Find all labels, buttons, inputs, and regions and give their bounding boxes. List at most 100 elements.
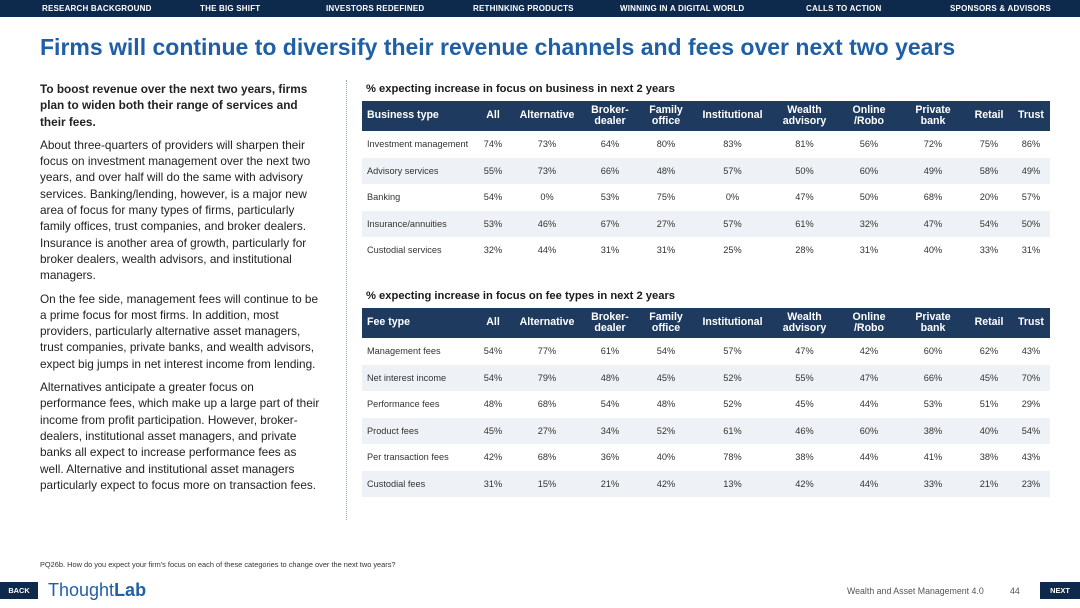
table-header-row: Business type All Alternative Broker-dealer… [362, 101, 1050, 131]
column-header: All [474, 101, 512, 131]
table-cell: 54% [966, 210, 1012, 238]
table-cell: 31% [1012, 237, 1050, 264]
table-cell: 57% [1012, 184, 1050, 211]
table-cell: 31% [582, 237, 638, 264]
table-cell: 50% [771, 157, 838, 185]
table-cell: 72% [900, 131, 966, 158]
table-cell: 33% [966, 237, 1012, 264]
table-cell: 57% [694, 210, 771, 238]
nav-rethinking-products[interactable]: RETHINKING PRODUCTS [473, 4, 574, 13]
table-cell: 45% [474, 417, 512, 445]
row-label: Management fees [362, 338, 474, 365]
table-cell: 68% [900, 184, 966, 211]
table-cell: 20% [966, 184, 1012, 211]
table-cell: 42% [771, 470, 838, 498]
table-cell: 27% [512, 417, 582, 445]
table-cell: 46% [771, 417, 838, 445]
column-header: Wealth advisory [771, 101, 838, 131]
table-cell: 38% [771, 444, 838, 471]
column-header: Business type [362, 101, 474, 131]
table-cell: 73% [512, 157, 582, 185]
table-cell: 54% [474, 338, 512, 365]
nav-the-big-shift[interactable]: THE BIG SHIFT [200, 4, 261, 13]
table-cell: 52% [638, 417, 694, 445]
column-header: Fee type [362, 308, 474, 338]
table-cell: 47% [771, 184, 838, 211]
table-cell: 0% [694, 184, 771, 211]
table-cell: 54% [1012, 417, 1050, 445]
nav-calls-to-action[interactable]: CALLS TO ACTION [806, 4, 882, 13]
table-cell: 66% [900, 364, 966, 392]
table-cell: 45% [771, 391, 838, 418]
table-row: Net interest income 54% 79% 48% 45% 52% 55% 47%… [362, 364, 1050, 392]
column-header: Family office [638, 101, 694, 131]
table-cell: 68% [512, 444, 582, 471]
column-header: Broker-dealer [582, 101, 638, 131]
table-cell: 83% [694, 131, 771, 158]
table-cell: 75% [638, 184, 694, 211]
table-cell: 31% [474, 470, 512, 498]
table-cell: 36% [582, 444, 638, 471]
table-cell: 47% [900, 210, 966, 238]
row-label: Performance fees [362, 391, 474, 418]
table-cell: 23% [1012, 470, 1050, 498]
table-cell: 79% [512, 364, 582, 392]
business-table-title: % expecting increase in focus on busines… [366, 83, 676, 95]
table-cell: 53% [474, 210, 512, 238]
logo-text-thought: Thought [48, 580, 115, 600]
table-cell: 60% [838, 157, 900, 185]
table-cell: 48% [582, 364, 638, 392]
table-cell: 50% [1012, 210, 1050, 238]
thoughtlab-logo: ThoughtLab [48, 580, 146, 601]
table-cell: 48% [638, 157, 694, 185]
table-cell: 49% [1012, 157, 1050, 185]
intro-paragraph: To boost revenue over the next two years… [40, 82, 308, 129]
back-button[interactable]: BACK [0, 582, 38, 599]
table-row: Advisory services 55% 73% 66% 48% 57% 50% 60% 49… [362, 157, 1050, 185]
table-row: Insurance/annuities 53% 46% 67% 27% 57% 61% 32%… [362, 210, 1050, 238]
table-cell: 44% [512, 237, 582, 264]
table-cell: 13% [694, 470, 771, 498]
table-cell: 61% [582, 338, 638, 365]
table-cell: 31% [838, 237, 900, 264]
table-cell: 53% [900, 391, 966, 418]
table-cell: 64% [582, 131, 638, 158]
table-cell: 67% [582, 210, 638, 238]
row-label: Investment management [362, 131, 474, 158]
table-cell: 43% [1012, 444, 1050, 471]
row-label: Custodial fees [362, 470, 474, 498]
nav-investors-redefined[interactable]: INVESTORS REDEFINED [326, 4, 425, 13]
business-type-table-section: % expecting increase in focus on busines… [362, 81, 1050, 264]
column-header: Private bank [900, 308, 966, 338]
column-header: Broker-dealer [582, 308, 638, 338]
table-cell: 74% [474, 131, 512, 158]
top-nav-bar: RESEARCH BACKGROUND THE BIG SHIFT INVEST… [0, 0, 1080, 17]
table-cell: 47% [838, 364, 900, 392]
next-button[interactable]: NEXT [1040, 582, 1080, 599]
table-cell: 57% [694, 157, 771, 185]
nav-research-background[interactable]: RESEARCH BACKGROUND [42, 4, 152, 13]
table-cell: 78% [694, 444, 771, 471]
table-cell: 53% [582, 184, 638, 211]
table-row: Custodial services 32% 44% 31% 31% 25% 28% 31% 4… [362, 237, 1050, 264]
row-label: Banking [362, 184, 474, 211]
row-label: Product fees [362, 417, 474, 445]
table-row: Banking 54% 0% 53% 75% 0% 47% 50% 68% 20% 57% [362, 184, 1050, 211]
table-cell: 49% [900, 157, 966, 185]
row-label: Custodial services [362, 237, 474, 264]
table-cell: 56% [838, 131, 900, 158]
table-body: Investment management 74% 73% 64% 80% 83% 81% 5… [362, 131, 1050, 264]
nav-sponsors-advisors[interactable]: SPONSORS & ADVISORS [950, 4, 1051, 13]
table-cell: 86% [1012, 131, 1050, 158]
fee-type-table: Fee type All Alternative Broker-dealer Famil… [362, 308, 1050, 498]
fee-type-table-section: % expecting increase in focus on fee typ… [362, 288, 1050, 498]
table-cell: 45% [966, 364, 1012, 392]
report-name: Wealth and Asset Management 4.0 [847, 586, 984, 596]
nav-winning-digital-world[interactable]: WINNING IN A DIGITAL WORLD [620, 4, 745, 13]
table-cell: 48% [638, 391, 694, 418]
column-header: Wealth advisory [771, 308, 838, 338]
table-row: Product fees 45% 27% 34% 52% 61% 46% 60% 38% 40% 5… [362, 417, 1050, 445]
table-cell: 46% [512, 210, 582, 238]
page-title: Firms will continue to diversify their r… [40, 34, 956, 60]
table-row: Performance fees 48% 68% 54% 48% 52% 45% 44% 53%… [362, 391, 1050, 418]
